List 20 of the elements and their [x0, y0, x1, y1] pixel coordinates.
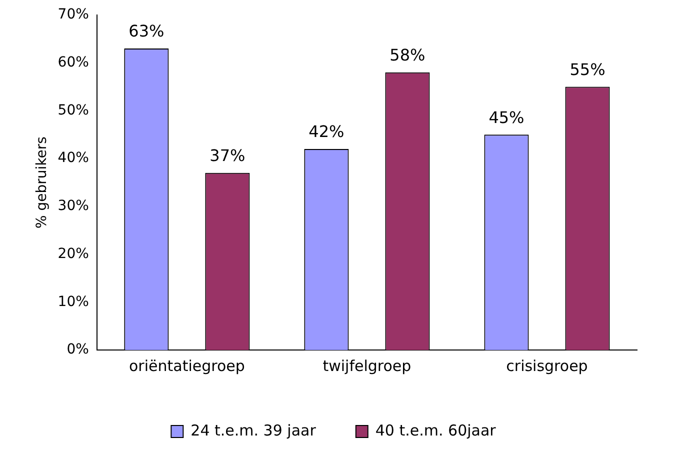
y-axis-title: % gebruikers [34, 136, 50, 228]
legend-label: 40 t.e.m. 60jaar [375, 421, 497, 440]
data-label: 63% [128, 22, 164, 41]
y-tick-label: 0% [66, 342, 89, 358]
x-tick-label: oriëntatiegroep [128, 356, 245, 375]
data-label: 45% [488, 108, 524, 127]
y-tick-label: 50% [58, 102, 89, 118]
y-tick-label: 30% [58, 198, 89, 214]
legend-label: 24 t.e.m. 39 jaar [190, 421, 317, 440]
data-label: 42% [308, 122, 344, 142]
x-tick-label: crisisgroep [506, 356, 588, 375]
y-tick-label: 70% [58, 6, 89, 23]
data-label: 58% [390, 46, 426, 65]
y-tick-label: 40% [58, 150, 89, 166]
y-tick-label: 20% [58, 246, 89, 262]
data-label: 37% [210, 146, 246, 166]
y-tick-label: 60% [58, 54, 89, 70]
data-label: 55% [570, 60, 606, 79]
y-tick-label: 10% [58, 294, 89, 310]
x-tick-label: twijfelgroep [322, 356, 412, 375]
